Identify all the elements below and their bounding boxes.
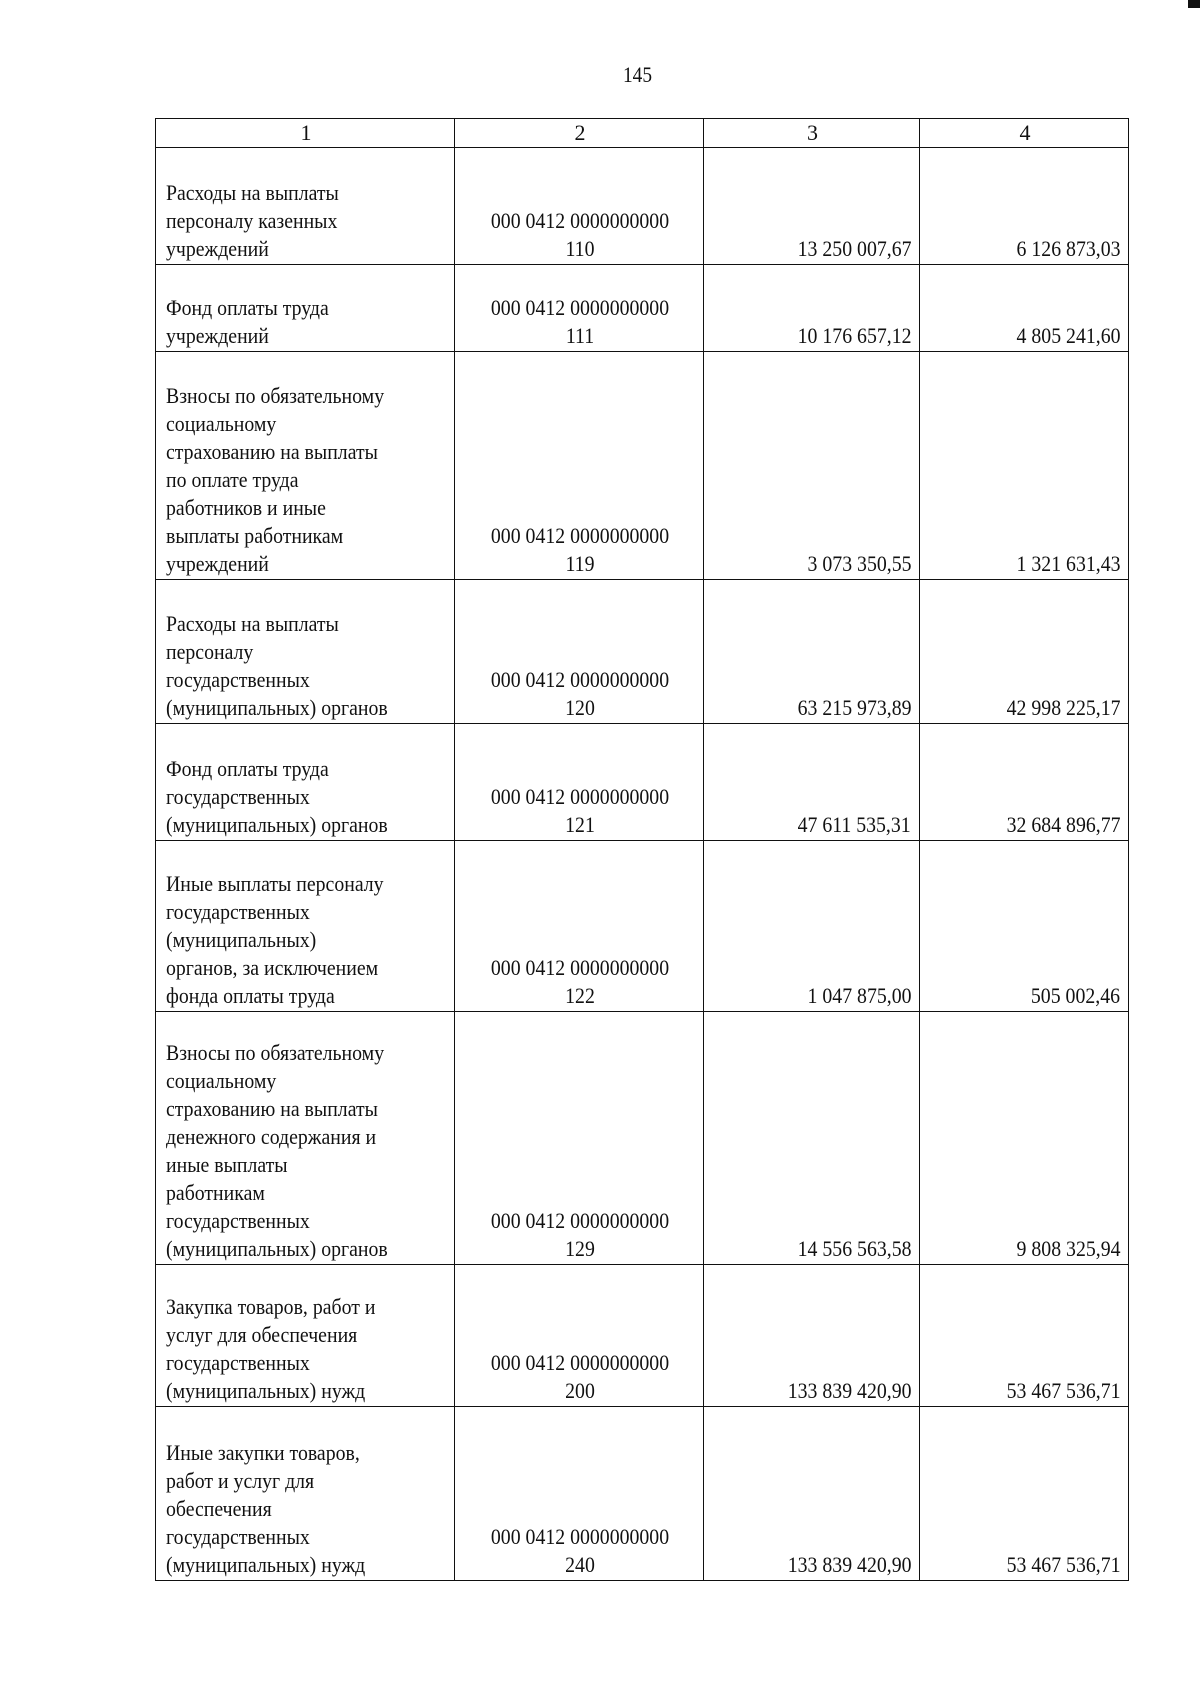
row-value-col4-text: 6 126 873,03 bbox=[1016, 236, 1120, 261]
row-value-col3-text: 133 839 420,90 bbox=[787, 1378, 911, 1403]
row-name-cell-text: Иные выплаты персоналу государственных (… bbox=[166, 871, 384, 1008]
row-code-cell-text: 000 0412 0000000000 111 bbox=[490, 295, 670, 348]
table-row: Взносы по обязательному социальному стра… bbox=[155, 351, 1129, 580]
row-name-cell: Расходы на выплаты персоналу государстве… bbox=[155, 579, 455, 724]
row-value-col3-text: 63 215 973,89 bbox=[797, 695, 911, 720]
row-code-cell: 000 0412 0000000000 200 bbox=[454, 1264, 704, 1407]
table-row: Расходы на выплаты персоналу государстве… bbox=[155, 579, 1129, 724]
row-code-cell-text: 000 0412 0000000000 110 bbox=[490, 208, 670, 261]
row-value-col3: 14 556 563,58 bbox=[703, 1011, 920, 1265]
row-code-cell: 000 0412 0000000000 120 bbox=[454, 579, 704, 724]
row-name-cell: Взносы по обязательному социальному стра… bbox=[155, 1011, 455, 1265]
row-name-cell-text: Расходы на выплаты персоналу государстве… bbox=[166, 611, 388, 720]
row-name-cell-text: Фонд оплаты труда учреждений bbox=[166, 295, 329, 348]
table-row: Иные выплаты персоналу государственных (… bbox=[155, 840, 1129, 1012]
row-code-cell: 000 0412 0000000000 110 bbox=[454, 147, 704, 265]
table-row: Фонд оплаты труда учреждений 000 0412 000… bbox=[155, 264, 1129, 352]
row-code-cell-text: 000 0412 0000000000 121 bbox=[490, 784, 670, 837]
row-value-col4: 4 805 241,60 bbox=[919, 264, 1129, 352]
row-code-cell-text: 000 0412 0000000000 240 bbox=[490, 1524, 670, 1577]
row-name-cell-text: Фонд оплаты труда государственных (муниц… bbox=[166, 756, 388, 837]
row-code-cell: 000 0412 0000000000 119 bbox=[454, 351, 704, 580]
page-number: 145 bbox=[622, 62, 653, 87]
row-code-cell-text: 000 0412 0000000000 119 bbox=[490, 523, 670, 576]
row-name-cell: Расходы на выплаты персоналу казенных уч… bbox=[155, 147, 455, 265]
row-value-col4: 53 467 536,71 bbox=[919, 1406, 1129, 1581]
row-value-col4-text: 1 321 631,43 bbox=[1016, 551, 1120, 576]
row-value-col3-text: 3 073 350,55 bbox=[807, 551, 911, 576]
row-value-col4: 42 998 225,17 bbox=[919, 579, 1129, 724]
row-name-cell: Фонд оплаты труда учреждений bbox=[155, 264, 455, 352]
row-code-cell-text: 000 0412 0000000000 122 bbox=[490, 955, 670, 1008]
row-value-col3: 63 215 973,89 bbox=[703, 579, 920, 724]
row-value-col4: 505 002,46 bbox=[919, 840, 1129, 1012]
row-value-col4: 6 126 873,03 bbox=[919, 147, 1129, 265]
row-value-col3: 133 839 420,90 bbox=[703, 1406, 920, 1581]
row-value-col4: 32 684 896,77 bbox=[919, 723, 1129, 841]
row-value-col4: 1 321 631,43 bbox=[919, 351, 1129, 580]
row-code-cell: 000 0412 0000000000 121 bbox=[454, 723, 704, 841]
row-name-cell-text: Расходы на выплаты персоналу казенных уч… bbox=[166, 180, 339, 261]
row-code-cell: 000 0412 0000000000 122 bbox=[454, 840, 704, 1012]
row-value-col4: 9 808 325,94 bbox=[919, 1011, 1129, 1265]
row-value-col3-text: 14 556 563,58 bbox=[797, 1236, 911, 1261]
row-value-col3: 13 250 007,67 bbox=[703, 147, 920, 265]
row-value-col3: 47 611 535,31 bbox=[703, 723, 920, 841]
row-value-col3-text: 133 839 420,90 bbox=[787, 1552, 911, 1577]
row-value-col4: 53 467 536,71 bbox=[919, 1264, 1129, 1407]
row-name-cell: Иные выплаты персоналу государственных (… bbox=[155, 840, 455, 1012]
table-header-row: 1 2 3 4 bbox=[155, 118, 1129, 148]
row-code-cell-text: 000 0412 0000000000 120 bbox=[490, 667, 670, 720]
table-row: Закупка товаров, работ и услуг для обесп… bbox=[155, 1264, 1129, 1407]
row-code-cell: 000 0412 0000000000 240 bbox=[454, 1406, 704, 1581]
row-code-cell-text: 000 0412 0000000000 129 bbox=[490, 1208, 670, 1261]
row-name-cell-text: Взносы по обязательному социальному стра… bbox=[166, 383, 385, 576]
row-name-cell: Взносы по обязательному социальному стра… bbox=[155, 351, 455, 580]
row-code-cell-text: 000 0412 0000000000 200 bbox=[490, 1350, 670, 1403]
scan-mark bbox=[1188, 0, 1200, 8]
row-value-col4-text: 53 467 536,71 bbox=[1006, 1552, 1120, 1577]
row-value-col4-text: 4 805 241,60 bbox=[1016, 323, 1120, 348]
row-value-col3-text: 47 611 535,31 bbox=[797, 812, 911, 837]
header-cell: 3 bbox=[703, 118, 920, 148]
header-cell: 2 bbox=[454, 118, 704, 148]
row-value-col3-text: 10 176 657,12 bbox=[797, 323, 911, 348]
row-value-col4-text: 53 467 536,71 bbox=[1006, 1378, 1120, 1403]
row-name-cell-text: Иные закупки товаров, работ и услуг для … bbox=[166, 1440, 366, 1577]
row-value-col4-text: 32 684 896,77 bbox=[1006, 812, 1120, 837]
row-value-col3-text: 1 047 875,00 bbox=[807, 983, 911, 1008]
budget-table: 1 2 3 4 Расходы на выплаты персоналу каз… bbox=[155, 118, 1129, 1581]
table-row: Иные закупки товаров, работ и услуг для … bbox=[155, 1406, 1129, 1581]
row-value-col3-text: 13 250 007,67 bbox=[797, 236, 911, 261]
row-code-cell: 000 0412 0000000000 111 bbox=[454, 264, 704, 352]
row-value-col4-text: 505 002,46 bbox=[1030, 983, 1120, 1008]
table-row: Фонд оплаты труда государственных (муниц… bbox=[155, 723, 1129, 841]
row-name-cell: Иные закупки товаров, работ и услуг для … bbox=[155, 1406, 455, 1581]
row-code-cell: 000 0412 0000000000 129 bbox=[454, 1011, 704, 1265]
row-name-cell: Закупка товаров, работ и услуг для обесп… bbox=[155, 1264, 455, 1407]
header-cell: 4 bbox=[919, 118, 1129, 148]
row-value-col4-text: 42 998 225,17 bbox=[1006, 695, 1120, 720]
row-value-col4-text: 9 808 325,94 bbox=[1016, 1236, 1120, 1261]
row-value-col3: 133 839 420,90 bbox=[703, 1264, 920, 1407]
row-name-cell-text: Закупка товаров, работ и услуг для обесп… bbox=[166, 1294, 376, 1403]
row-name-cell-text: Взносы по обязательному социальному стра… bbox=[166, 1040, 388, 1261]
header-cell: 1 bbox=[155, 118, 455, 148]
row-value-col3: 1 047 875,00 bbox=[703, 840, 920, 1012]
row-value-col3: 10 176 657,12 bbox=[703, 264, 920, 352]
table-row: Расходы на выплаты персоналу казенных уч… bbox=[155, 147, 1129, 265]
table-row: Взносы по обязательному социальному стра… bbox=[155, 1011, 1129, 1265]
row-name-cell: Фонд оплаты труда государственных (муниц… bbox=[155, 723, 455, 841]
row-value-col3: 3 073 350,55 bbox=[703, 351, 920, 580]
